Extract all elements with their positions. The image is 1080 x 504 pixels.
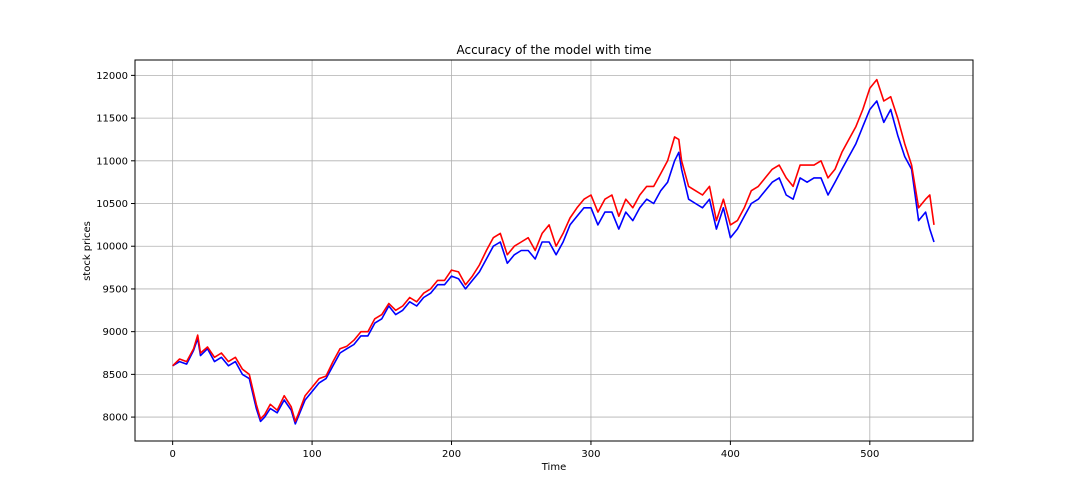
- x-tick-label: 100: [303, 449, 322, 460]
- axis-ticks: 0 100 200 300 400 500 8000 8500 9000 9500 10000 105…: [96, 71, 879, 460]
- y-tick-label: 11500: [96, 114, 128, 125]
- grid-lines: [135, 60, 973, 441]
- y-tick-label: 10500: [96, 199, 128, 210]
- x-axis-title: Time: [541, 462, 566, 473]
- y-tick-label: 8000: [103, 413, 128, 424]
- x-tick-label: 0: [169, 449, 175, 460]
- x-tick-label: 200: [442, 449, 461, 460]
- x-tick-label: 300: [581, 449, 600, 460]
- series-line-2: [172, 78, 935, 423]
- series-layer: [172, 78, 935, 425]
- plot-frame: [134, 59, 974, 442]
- series-line-1: [172, 100, 935, 425]
- y-tick-label: 9000: [103, 327, 128, 338]
- y-tick-label: 8500: [103, 370, 128, 381]
- chart-title: Accuracy of the model with time: [456, 43, 651, 57]
- x-tick-label: 500: [860, 449, 879, 460]
- y-tick-label: 9500: [103, 284, 128, 295]
- y-tick-label: 10000: [96, 242, 128, 253]
- y-tick-label: 12000: [96, 71, 128, 82]
- x-tick-label: 400: [721, 449, 740, 460]
- y-tick-label: 11000: [96, 156, 128, 167]
- y-axis-title: stock prices: [82, 221, 93, 281]
